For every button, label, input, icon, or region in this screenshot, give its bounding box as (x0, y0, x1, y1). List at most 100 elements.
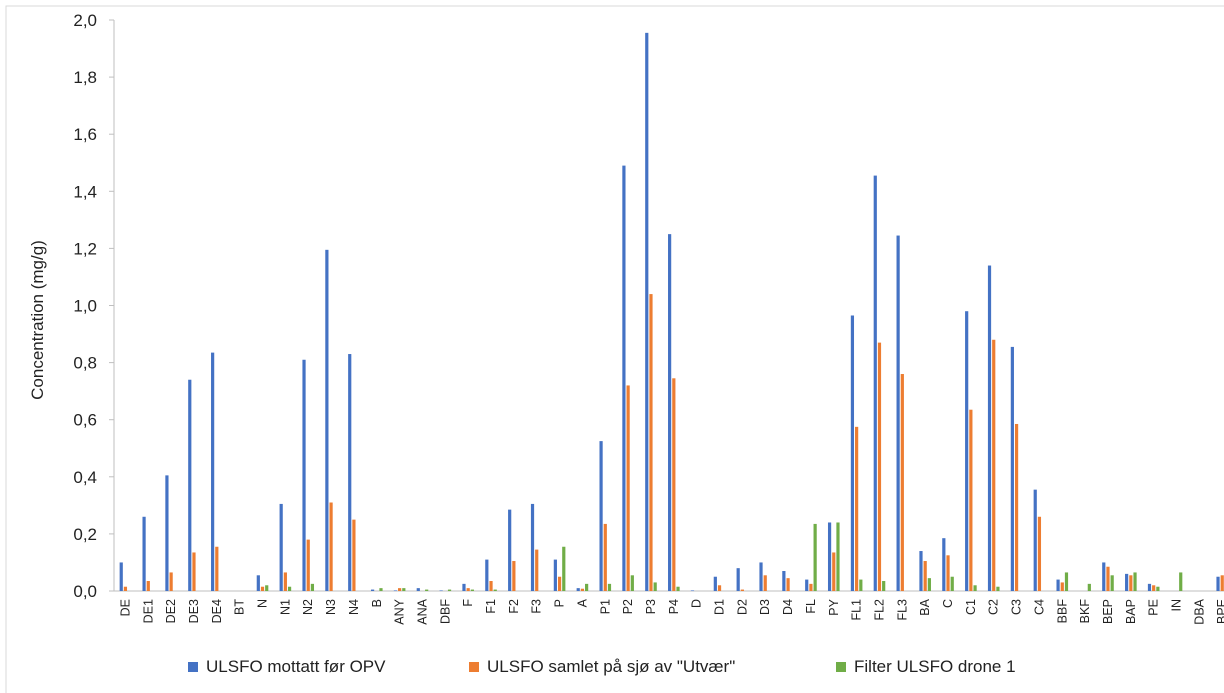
bar-c-series-2 (946, 555, 950, 591)
bar-bep-series-3 (1110, 575, 1114, 591)
bar-fl-series-2 (809, 583, 813, 591)
x-tick-label: ANY (393, 598, 407, 624)
x-tick-label: BKF (1078, 599, 1092, 624)
x-tick-label: D4 (781, 599, 795, 615)
bar-py-series-2 (832, 552, 836, 591)
bar-pe-series-1 (1147, 583, 1152, 591)
bar-de3-series-2 (192, 552, 196, 591)
bar-de4-series-1 (211, 352, 215, 591)
bar-fl3-series-2 (900, 374, 904, 591)
bar-bap-series-1 (1125, 573, 1129, 591)
bar-c1-series-2 (969, 409, 973, 591)
bar-p1-series-2 (603, 523, 607, 591)
bar-n2-series-1 (302, 359, 306, 591)
bar-c3-series-2 (1014, 423, 1019, 591)
bar-fl2-series-1 (873, 175, 877, 591)
bar-de4-series-2 (215, 546, 219, 591)
bar-p-series-3 (562, 546, 566, 591)
bar-bpe-series-1 (1216, 576, 1220, 591)
y-tick-label: 1,4 (73, 182, 97, 201)
x-tick-label: FL (804, 599, 818, 614)
y-tick-label: 1,8 (73, 68, 97, 87)
bar-fl2-series-3 (882, 581, 886, 591)
bar-b-series-1 (370, 589, 375, 591)
legend: ULSFO mottatt før OPV ULSFO samlet på sjø… (188, 657, 1016, 676)
bar-f1-series-2 (489, 581, 493, 591)
bar-f-series-3 (470, 589, 474, 591)
bar-p4-series-2 (672, 378, 676, 591)
bar-p1-series-3 (607, 583, 612, 591)
bar-d2-series-2 (740, 589, 744, 591)
bar-p2-series-3 (630, 575, 634, 591)
bar-p-series-1 (553, 559, 557, 591)
bar-ana-series-1 (416, 588, 420, 591)
bar-d1-series-2 (717, 585, 722, 591)
x-tick-label: F (461, 599, 475, 607)
bar-p4-series-1 (668, 234, 672, 592)
bar-b-series-3 (379, 588, 383, 591)
x-tick-label: FL2 (872, 599, 886, 621)
bar-p3-series-1 (645, 32, 649, 592)
bar-fl2-series-2 (877, 342, 882, 591)
bar-n3-series-1 (325, 249, 329, 591)
y-tick-label: 1,6 (73, 125, 97, 144)
x-tick-label: DE3 (187, 599, 201, 623)
bar-de2-series-2 (169, 572, 173, 591)
x-tick-label: BAP (1124, 599, 1138, 624)
legend-swatch-2 (469, 662, 479, 672)
bar-p1-series-1 (599, 441, 603, 591)
bar-c2-series-2 (992, 339, 996, 591)
bar-c2-series-3 (996, 586, 1000, 591)
bar-p4-series-3 (676, 586, 680, 591)
bar-ba-series-2 (923, 561, 927, 591)
bar-c1-series-1 (965, 311, 969, 591)
bar-pe-series-3 (1156, 586, 1160, 591)
x-tick-label: DE1 (141, 599, 155, 623)
bar-f1-series-1 (485, 559, 489, 591)
bar-any-series-1 (393, 590, 398, 592)
x-tick-label: DE (118, 599, 132, 616)
bar-c4-series-1 (1033, 489, 1037, 591)
bar-fl-series-3 (813, 523, 817, 591)
bar-bkf-series-3 (1087, 583, 1091, 591)
bar-dbf-series-1 (439, 590, 443, 592)
bar-de1-series-1 (142, 516, 146, 591)
bar-n3-series-2 (329, 502, 333, 591)
bar-c4-series-2 (1037, 516, 1042, 591)
x-tick-label: DE4 (210, 599, 224, 623)
bar-any-series-3 (402, 588, 406, 591)
bar-f-series-2 (466, 588, 470, 591)
bar-de1-series-2 (146, 581, 150, 591)
y-tick-label: 1,2 (73, 239, 97, 258)
y-tick-label: 0,2 (73, 525, 97, 544)
bar-bep-series-2 (1106, 566, 1110, 591)
x-tick-label: F2 (507, 599, 521, 614)
bar-d1-series-1 (713, 576, 717, 591)
bar-ba-series-3 (927, 578, 931, 591)
bar-d-series-1 (690, 590, 695, 592)
bar-d4-series-2 (786, 578, 790, 591)
bar-c2-series-1 (987, 265, 992, 591)
y-tick-label: 2,0 (73, 11, 97, 30)
bar-ana-series-3 (425, 589, 429, 591)
bar-f1-series-3 (493, 589, 497, 591)
bar-f2-series-2 (512, 561, 516, 591)
legend-swatch-3 (836, 662, 846, 672)
x-tick-label: DBF (438, 599, 452, 624)
plot-area: 0,0 0,2 0,4 0,6 0,8 1,0 1,2 1,4 1,6 1,8 2,0 DE DE1 DE… (73, 11, 1224, 625)
x-tick-label: DBA (1192, 598, 1206, 624)
bar-c1-series-3 (973, 585, 977, 591)
bar-a-series-3 (585, 583, 589, 591)
bar-bbf-series-1 (1056, 579, 1060, 591)
x-tick-label: P4 (667, 599, 681, 614)
x-tick-label: BEP (1101, 599, 1115, 624)
x-tick-label: N (256, 599, 270, 608)
y-tick-label: 0,4 (73, 468, 97, 487)
bar-n-series-2 (260, 586, 265, 591)
legend-swatch-1 (188, 662, 198, 672)
x-tick-label: B (370, 599, 384, 607)
x-tick-label: BA (918, 598, 932, 615)
x-tick-label: C (941, 599, 955, 608)
